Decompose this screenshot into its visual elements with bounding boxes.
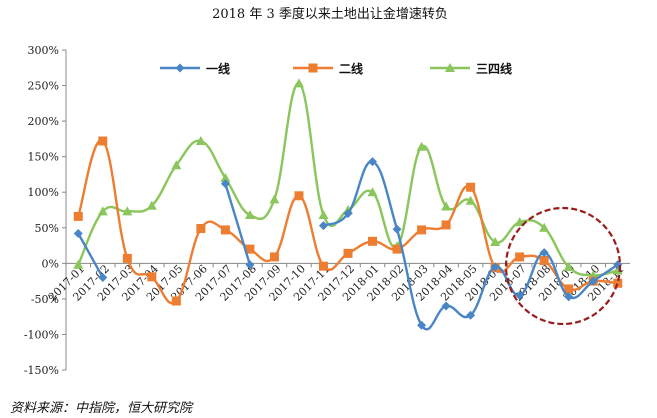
legend-label: 二线 [339, 61, 363, 76]
series-layer [73, 78, 623, 331]
legend-swatch-marker [175, 63, 185, 73]
legend-label: 三四线 [476, 61, 512, 76]
data-point [293, 78, 304, 88]
y-tick-label: 300% [28, 44, 59, 57]
data-point [73, 228, 83, 238]
data-point [514, 217, 525, 227]
legend-item-1: 一线 [160, 61, 230, 76]
legend-swatch-marker [445, 63, 455, 72]
data-point [466, 310, 476, 320]
data-point [294, 191, 304, 201]
data-point [245, 260, 255, 270]
data-point [392, 244, 402, 254]
data-point [539, 255, 549, 265]
data-point [539, 248, 549, 258]
data-point [368, 157, 378, 167]
data-point [97, 206, 108, 216]
data-point [73, 259, 84, 269]
data-point [318, 209, 329, 219]
data-point [147, 272, 157, 282]
data-point [612, 265, 623, 275]
data-point [465, 195, 476, 205]
data-point [122, 253, 132, 263]
data-point [318, 261, 328, 271]
data-point [171, 296, 181, 306]
data-point [146, 200, 157, 210]
y-tick-label: 150% [28, 151, 59, 164]
data-point [417, 225, 427, 235]
data-point [269, 252, 279, 262]
data-point [244, 209, 255, 219]
data-point [195, 136, 206, 146]
data-point [220, 173, 231, 182]
y-tick-label: 200% [28, 115, 59, 128]
legend: 一线 二线 三四线 [160, 61, 512, 76]
data-point [441, 201, 452, 211]
data-point [441, 301, 451, 311]
series-line [77, 82, 619, 277]
data-point [490, 262, 500, 272]
data-point [416, 141, 427, 151]
series-line [224, 182, 252, 266]
data-point [563, 261, 574, 271]
y-tick-label: 0% [42, 257, 59, 270]
data-point [98, 273, 108, 283]
y-tick-label: 50% [35, 222, 59, 235]
data-point [539, 222, 550, 232]
chart-title: 2018 年 3 季度以来土地出让金增速转负 [212, 6, 448, 22]
y-tick-label: -50% [31, 293, 59, 306]
source-note: 资料来源：中指院，恒大研究院 [10, 401, 193, 416]
data-point [269, 194, 280, 204]
data-point [515, 252, 525, 262]
data-point [73, 211, 83, 221]
legend-swatch-marker [308, 63, 318, 73]
data-point [515, 290, 525, 300]
data-point [417, 320, 427, 330]
y-tick-label: -100% [24, 328, 59, 341]
data-point [220, 179, 230, 189]
data-point [343, 209, 353, 219]
data-point [343, 248, 353, 258]
data-point [490, 237, 501, 246]
legend-item-2: 二线 [293, 61, 363, 76]
data-point [441, 220, 451, 230]
data-point [196, 223, 206, 233]
data-point [564, 292, 574, 302]
legend-label: 一线 [206, 61, 230, 76]
series-1 [73, 157, 623, 331]
data-point [318, 221, 328, 231]
axes: -150%-100%-50%0%50%100%150%200%250%300%2… [24, 44, 630, 377]
y-tick-label: -150% [24, 364, 59, 377]
y-tick-label: 100% [28, 186, 59, 199]
data-point [392, 224, 402, 234]
y-tick-label: 250% [28, 80, 59, 93]
data-point [466, 182, 476, 192]
data-point [368, 236, 378, 246]
data-point [613, 278, 623, 288]
legend-item-3: 三四线 [430, 61, 512, 76]
data-point [564, 284, 574, 294]
data-point [367, 187, 378, 197]
data-point [245, 244, 255, 254]
data-point [98, 136, 108, 146]
data-point [588, 276, 598, 286]
data-point [171, 160, 182, 170]
data-point [220, 225, 230, 235]
data-point [122, 206, 133, 216]
highlight-ellipse [504, 206, 622, 326]
